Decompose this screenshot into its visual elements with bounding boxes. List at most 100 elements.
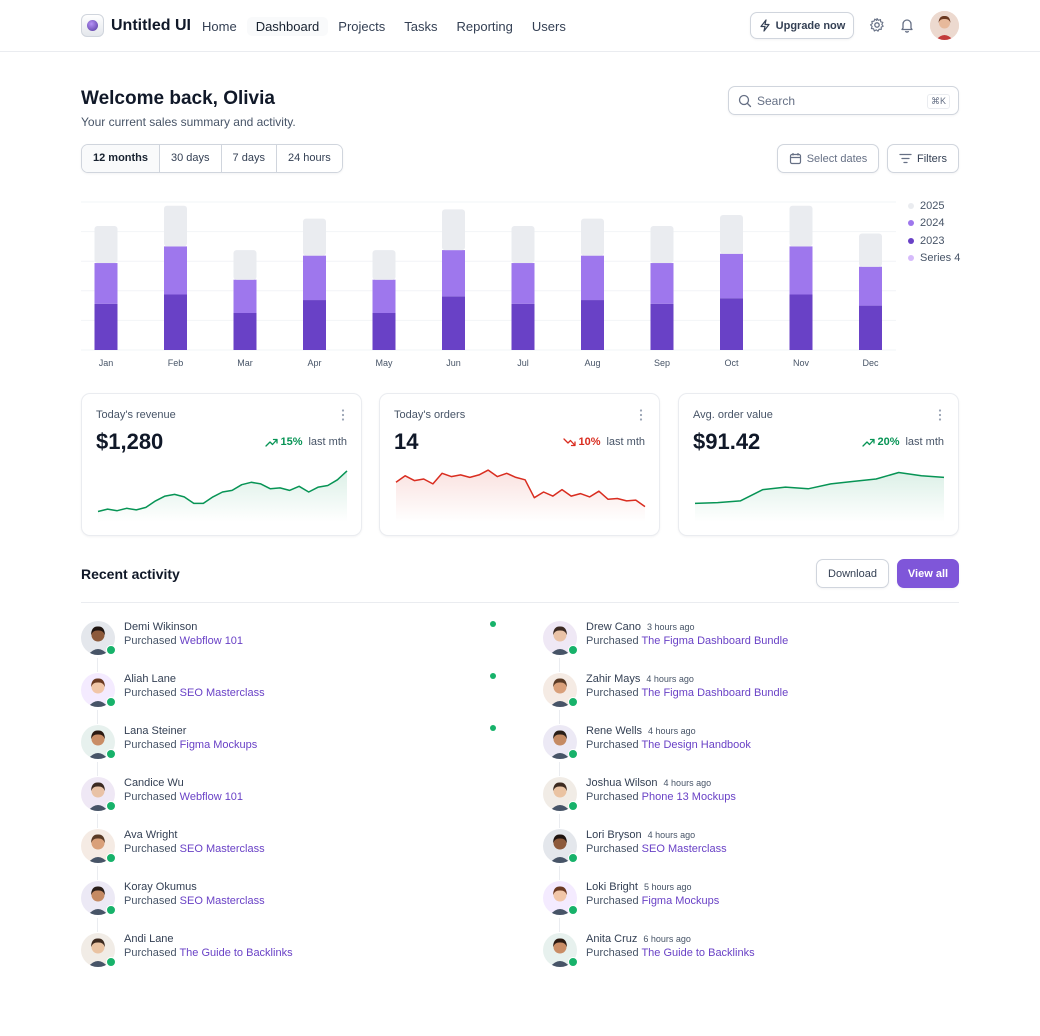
activity-item-link[interactable]: The Design Handbook: [641, 739, 751, 751]
bar-may-2024[interactable]: [372, 279, 396, 313]
bar-mar-2024[interactable]: [233, 279, 257, 313]
search-box[interactable]: ⌘K: [728, 86, 959, 115]
bar-sep-2023[interactable]: [650, 303, 674, 350]
activity-user-name[interactable]: Anita Cruz: [586, 933, 638, 945]
bar-apr-2024[interactable]: [303, 255, 326, 301]
bar-feb-2023[interactable]: [164, 294, 187, 351]
activity-item[interactable]: Lori Bryson 4 hours ago Purchased SEO Mast…: [543, 828, 963, 880]
notification-bell-icon[interactable]: [899, 17, 915, 33]
activity-user-name[interactable]: Candice Wu: [124, 777, 184, 789]
upgrade-button[interactable]: Upgrade now: [750, 12, 854, 39]
bar-dec-2023[interactable]: [859, 305, 882, 350]
activity-item-link[interactable]: The Figma Dashboard Bundle: [641, 687, 789, 699]
activity-item-link[interactable]: SEO Masterclass: [179, 895, 265, 907]
bar-oct-2025[interactable]: [720, 214, 743, 254]
activity-avatar[interactable]: [81, 829, 115, 863]
more-vertical-icon[interactable]: [935, 408, 945, 422]
nav-link-reporting[interactable]: Reporting: [456, 19, 513, 34]
select-dates-button[interactable]: Select dates: [777, 144, 879, 173]
activity-item[interactable]: Loki Bright 5 hours ago Purchased Figma Mo…: [543, 880, 963, 932]
activity-item-link[interactable]: Figma Mockups: [179, 739, 258, 751]
bar-dec-2025[interactable]: [859, 233, 882, 267]
activity-item-link[interactable]: The Figma Dashboard Bundle: [641, 635, 789, 647]
activity-item-link[interactable]: SEO Masterclass: [641, 843, 727, 855]
activity-user-name[interactable]: Aliah Lane: [124, 673, 176, 685]
bar-mar-2025[interactable]: [233, 250, 257, 280]
bar-dec-2024[interactable]: [859, 266, 882, 306]
bar-jan-2025[interactable]: [94, 226, 118, 264]
activity-user-name[interactable]: Rene Wells: [586, 725, 643, 737]
activity-item[interactable]: Anita Cruz 6 hours ago Purchased The Guide…: [543, 932, 963, 984]
bar-aug-2024[interactable]: [581, 255, 604, 301]
activity-user-name[interactable]: Koray Okumus: [124, 881, 197, 893]
bar-nov-2023[interactable]: [789, 294, 813, 351]
activity-item[interactable]: Aliah Lane Purchased SEO Masterclass: [81, 672, 501, 724]
activity-user-name[interactable]: Andi Lane: [124, 933, 174, 945]
nav-link-users[interactable]: Users: [531, 19, 566, 34]
tab-7-days[interactable]: 7 days: [221, 145, 277, 172]
activity-item-link[interactable]: SEO Masterclass: [179, 843, 265, 855]
activity-item[interactable]: Demi Wikinson Purchased Webflow 101: [81, 620, 501, 672]
activity-user-name[interactable]: Joshua Wilson: [586, 777, 658, 789]
activity-item-link[interactable]: The Guide to Backlinks: [641, 947, 755, 959]
bar-oct-2023[interactable]: [720, 298, 743, 350]
tab-24-hours[interactable]: 24 hours: [276, 145, 342, 172]
nav-link-dashboard[interactable]: Dashboard: [246, 17, 329, 36]
download-button[interactable]: Download: [816, 559, 889, 588]
activity-item[interactable]: Candice Wu Purchased Webflow 101: [81, 776, 501, 828]
activity-item[interactable]: Andi Lane Purchased The Guide to Backlink…: [81, 932, 501, 984]
activity-item-link[interactable]: The Guide to Backlinks: [179, 947, 293, 959]
activity-user-name[interactable]: Lori Bryson: [586, 829, 642, 841]
search-input[interactable]: [757, 91, 927, 111]
more-vertical-icon[interactable]: [636, 408, 646, 422]
activity-avatar[interactable]: [81, 621, 115, 655]
bar-jul-2024[interactable]: [511, 263, 535, 304]
bar-nov-2024[interactable]: [789, 246, 813, 295]
activity-user-name[interactable]: Zahir Mays: [586, 673, 641, 685]
activity-user-name[interactable]: Loki Bright: [586, 881, 638, 893]
activity-item[interactable]: Joshua Wilson 4 hours ago Purchased Phone …: [543, 776, 963, 828]
tab-30-days[interactable]: 30 days: [160, 145, 222, 172]
activity-item-link[interactable]: Phone 13 Mockups: [641, 791, 736, 803]
settings-gear-icon[interactable]: [869, 17, 885, 33]
bar-apr-2023[interactable]: [303, 300, 326, 350]
bar-mar-2023[interactable]: [233, 313, 257, 350]
bar-jun-2023[interactable]: [442, 296, 465, 350]
activity-item-link[interactable]: Webflow 101: [179, 791, 244, 803]
bar-aug-2023[interactable]: [581, 300, 604, 350]
nav-link-home[interactable]: Home: [202, 19, 237, 34]
bar-jun-2025[interactable]: [442, 209, 465, 251]
activity-item[interactable]: Rene Wells 4 hours ago Purchased The Desig…: [543, 724, 963, 776]
activity-item-link[interactable]: Webflow 101: [179, 635, 244, 647]
bar-jun-2024[interactable]: [442, 250, 465, 297]
activity-user-name[interactable]: Lana Steiner: [124, 725, 187, 737]
activity-item[interactable]: Zahir Mays 4 hours ago Purchased The Figma…: [543, 672, 963, 724]
bar-aug-2025[interactable]: [581, 218, 604, 256]
more-vertical-icon[interactable]: [338, 408, 348, 422]
bar-apr-2025[interactable]: [303, 218, 326, 256]
bar-jul-2025[interactable]: [511, 226, 535, 264]
activity-item[interactable]: Ava Wright Purchased SEO Masterclass: [81, 828, 501, 880]
activity-item-link[interactable]: SEO Masterclass: [179, 687, 265, 699]
activity-avatar[interactable]: [543, 673, 577, 707]
bar-jan-2023[interactable]: [94, 303, 118, 350]
filters-button[interactable]: Filters: [887, 144, 959, 173]
activity-item[interactable]: Lana Steiner Purchased Figma Mockups: [81, 724, 501, 776]
activity-user-name[interactable]: Ava Wright: [124, 829, 178, 841]
bar-nov-2025[interactable]: [789, 205, 813, 247]
activity-user-name[interactable]: Demi Wikinson: [124, 621, 198, 633]
nav-link-tasks[interactable]: Tasks: [404, 19, 438, 34]
nav-link-projects[interactable]: Projects: [338, 19, 386, 34]
bar-sep-2024[interactable]: [650, 263, 674, 304]
activity-item[interactable]: Drew Cano 3 hours ago Purchased The Figma …: [543, 620, 963, 672]
bar-feb-2025[interactable]: [164, 205, 187, 247]
bar-feb-2024[interactable]: [164, 246, 187, 295]
bar-may-2023[interactable]: [372, 313, 396, 350]
bar-oct-2024[interactable]: [720, 253, 743, 299]
user-avatar[interactable]: [930, 11, 959, 40]
activity-avatar[interactable]: [543, 933, 577, 967]
bar-jan-2024[interactable]: [94, 263, 118, 304]
bar-jul-2023[interactable]: [511, 303, 535, 350]
activity-item-link[interactable]: Figma Mockups: [641, 895, 720, 907]
bar-sep-2025[interactable]: [650, 226, 674, 264]
